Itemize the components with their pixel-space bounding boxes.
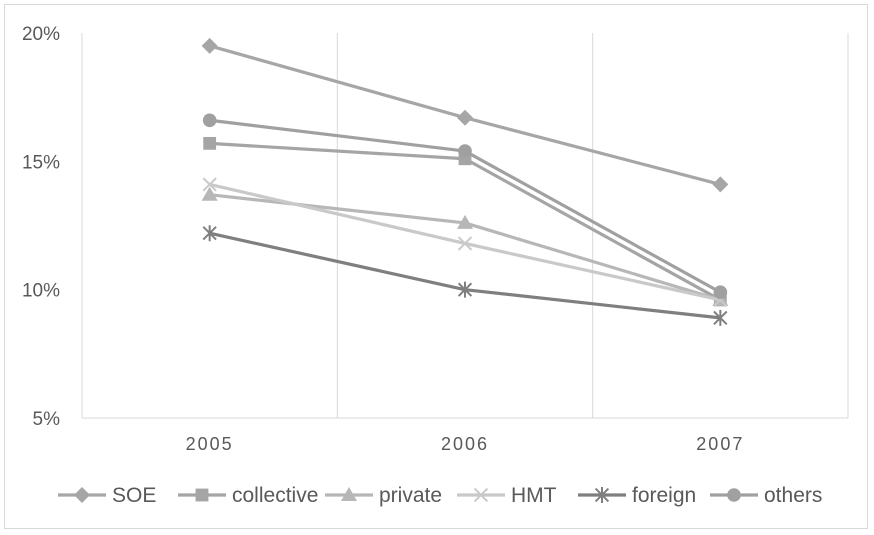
legend-marker [74, 487, 90, 503]
legend: SOE collective private HMT foreign others [58, 484, 822, 507]
gridlines [81, 33, 849, 419]
legend-item-collective: collective [178, 484, 318, 507]
legend-item-soe: SOE [58, 484, 156, 507]
data-point [202, 225, 217, 242]
data-point [202, 113, 217, 128]
legend-item-others: others [710, 484, 822, 507]
series-lines [201, 37, 729, 326]
legend-marker [341, 487, 357, 501]
legend-label: HMT [511, 484, 557, 507]
series-foreign [202, 225, 728, 326]
data-point [713, 309, 728, 326]
chart-frame [4, 4, 868, 529]
data-point [201, 186, 218, 201]
legend-label: collective [232, 484, 318, 507]
y-tick-label: 15% [22, 152, 60, 173]
data-point [201, 37, 218, 54]
y-tick-label: 10% [22, 281, 60, 302]
data-point [203, 136, 217, 150]
y-tick-label: 5% [33, 409, 61, 430]
data-point [713, 285, 728, 300]
data-point [457, 109, 473, 126]
legend-marker [195, 488, 209, 502]
series-soe [201, 37, 729, 193]
series-hmt [202, 177, 728, 308]
legend-item-private: private [325, 484, 442, 507]
y-axis-ticks: 5% 10% 15% 20% [22, 24, 60, 430]
legend-label: private [379, 484, 442, 507]
legend-marker [727, 488, 741, 502]
data-point [202, 177, 217, 192]
data-point [458, 144, 472, 158]
data-point [457, 236, 473, 251]
legend-item-foreign: foreign [578, 484, 696, 507]
x-tick-label: 2006 [441, 434, 489, 454]
x-axis-ticks: 2005 2006 2007 [186, 434, 744, 454]
legend-label: foreign [632, 484, 696, 507]
series-others [202, 113, 728, 300]
data-point [457, 214, 473, 229]
x-tick-label: 2005 [186, 434, 234, 454]
x-tick-label: 2007 [696, 434, 744, 454]
data-point [712, 176, 729, 193]
y-tick-label: 20% [22, 24, 60, 45]
data-point [457, 281, 473, 298]
legend-marker [594, 487, 610, 503]
legend-label: SOE [112, 484, 156, 507]
legend-marker [473, 487, 489, 503]
legend-item-hmt: HMT [457, 484, 557, 507]
legend-label: others [764, 484, 822, 507]
